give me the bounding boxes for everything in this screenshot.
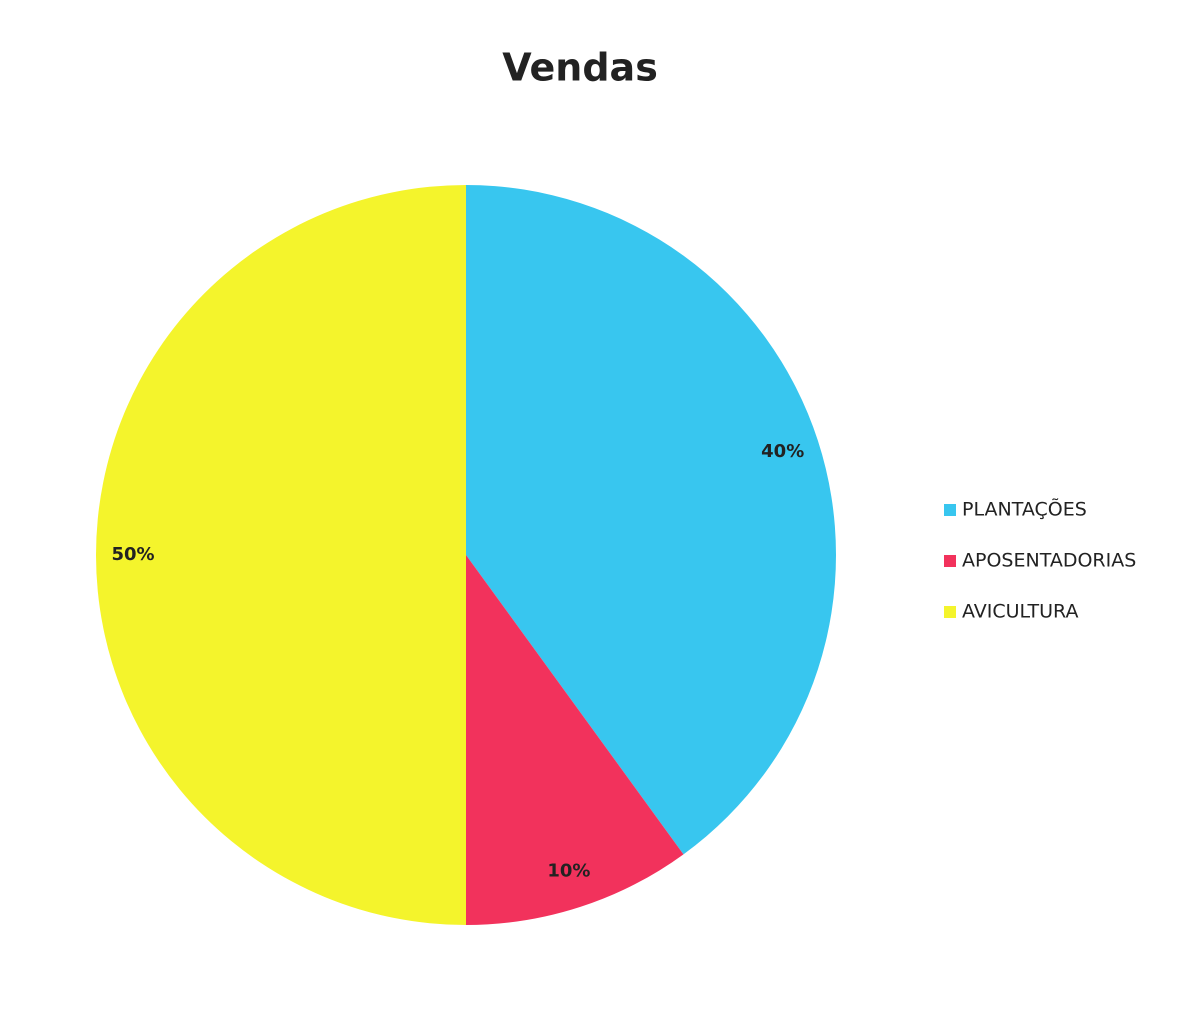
- pie-slice: [466, 185, 837, 855]
- chart-title: Vendas: [502, 46, 658, 90]
- data-label: 40%: [761, 441, 804, 462]
- legend-swatch: [944, 606, 956, 618]
- pie-slice: [96, 185, 466, 925]
- data-label: 10%: [547, 861, 590, 882]
- pie-slice: [466, 555, 684, 925]
- legend-label: AVICULTURA: [962, 601, 1078, 623]
- legend-swatch: [944, 555, 956, 567]
- data-label: 50%: [111, 544, 154, 565]
- legend-swatch: [944, 504, 956, 516]
- legend-label: APOSENTADORIAS: [962, 550, 1136, 572]
- legend-label: PLANTAÇÕES: [962, 498, 1087, 521]
